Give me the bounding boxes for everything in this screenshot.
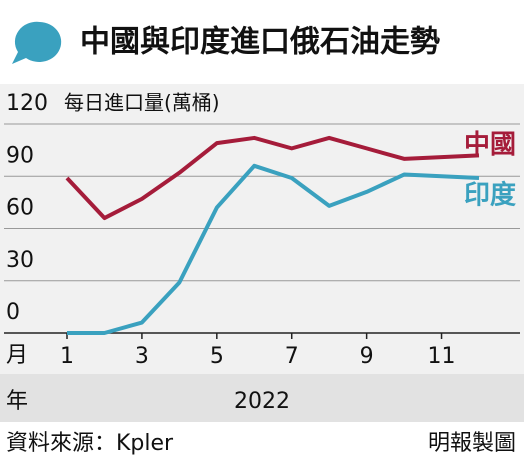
- y-tick-label: 30: [6, 248, 34, 273]
- series-line: [67, 163, 480, 335]
- chart-title: 中國與印度進口俄石油走勢: [80, 25, 440, 60]
- x-tick-label: 7: [285, 344, 299, 369]
- x-tick-label: 5: [210, 344, 224, 369]
- x-tick-label: 3: [135, 344, 149, 369]
- series-label: 中國: [464, 130, 516, 160]
- year-bar: [0, 374, 524, 422]
- x-tick-label: 9: [360, 344, 374, 369]
- y-tick-label: 60: [6, 196, 34, 221]
- y-axis-label: 每日進口量(萬桶): [64, 91, 220, 115]
- series-line: [65, 135, 480, 221]
- series-label: 印度: [464, 179, 516, 210]
- x-axis-label: 月: [6, 343, 28, 368]
- source: 資料來源：Kpler: [6, 431, 174, 456]
- x-tick-label: 11: [428, 344, 456, 369]
- y-tick-label: 0: [6, 300, 20, 325]
- y-tick-label: 90: [6, 143, 34, 168]
- year-label: 年: [6, 389, 28, 414]
- title-icon: [12, 21, 62, 64]
- year: 2022: [234, 389, 290, 414]
- x-tick-label: 1: [60, 344, 74, 369]
- y-tick-label: 120: [6, 91, 48, 116]
- credit: 明報製圖: [428, 431, 516, 456]
